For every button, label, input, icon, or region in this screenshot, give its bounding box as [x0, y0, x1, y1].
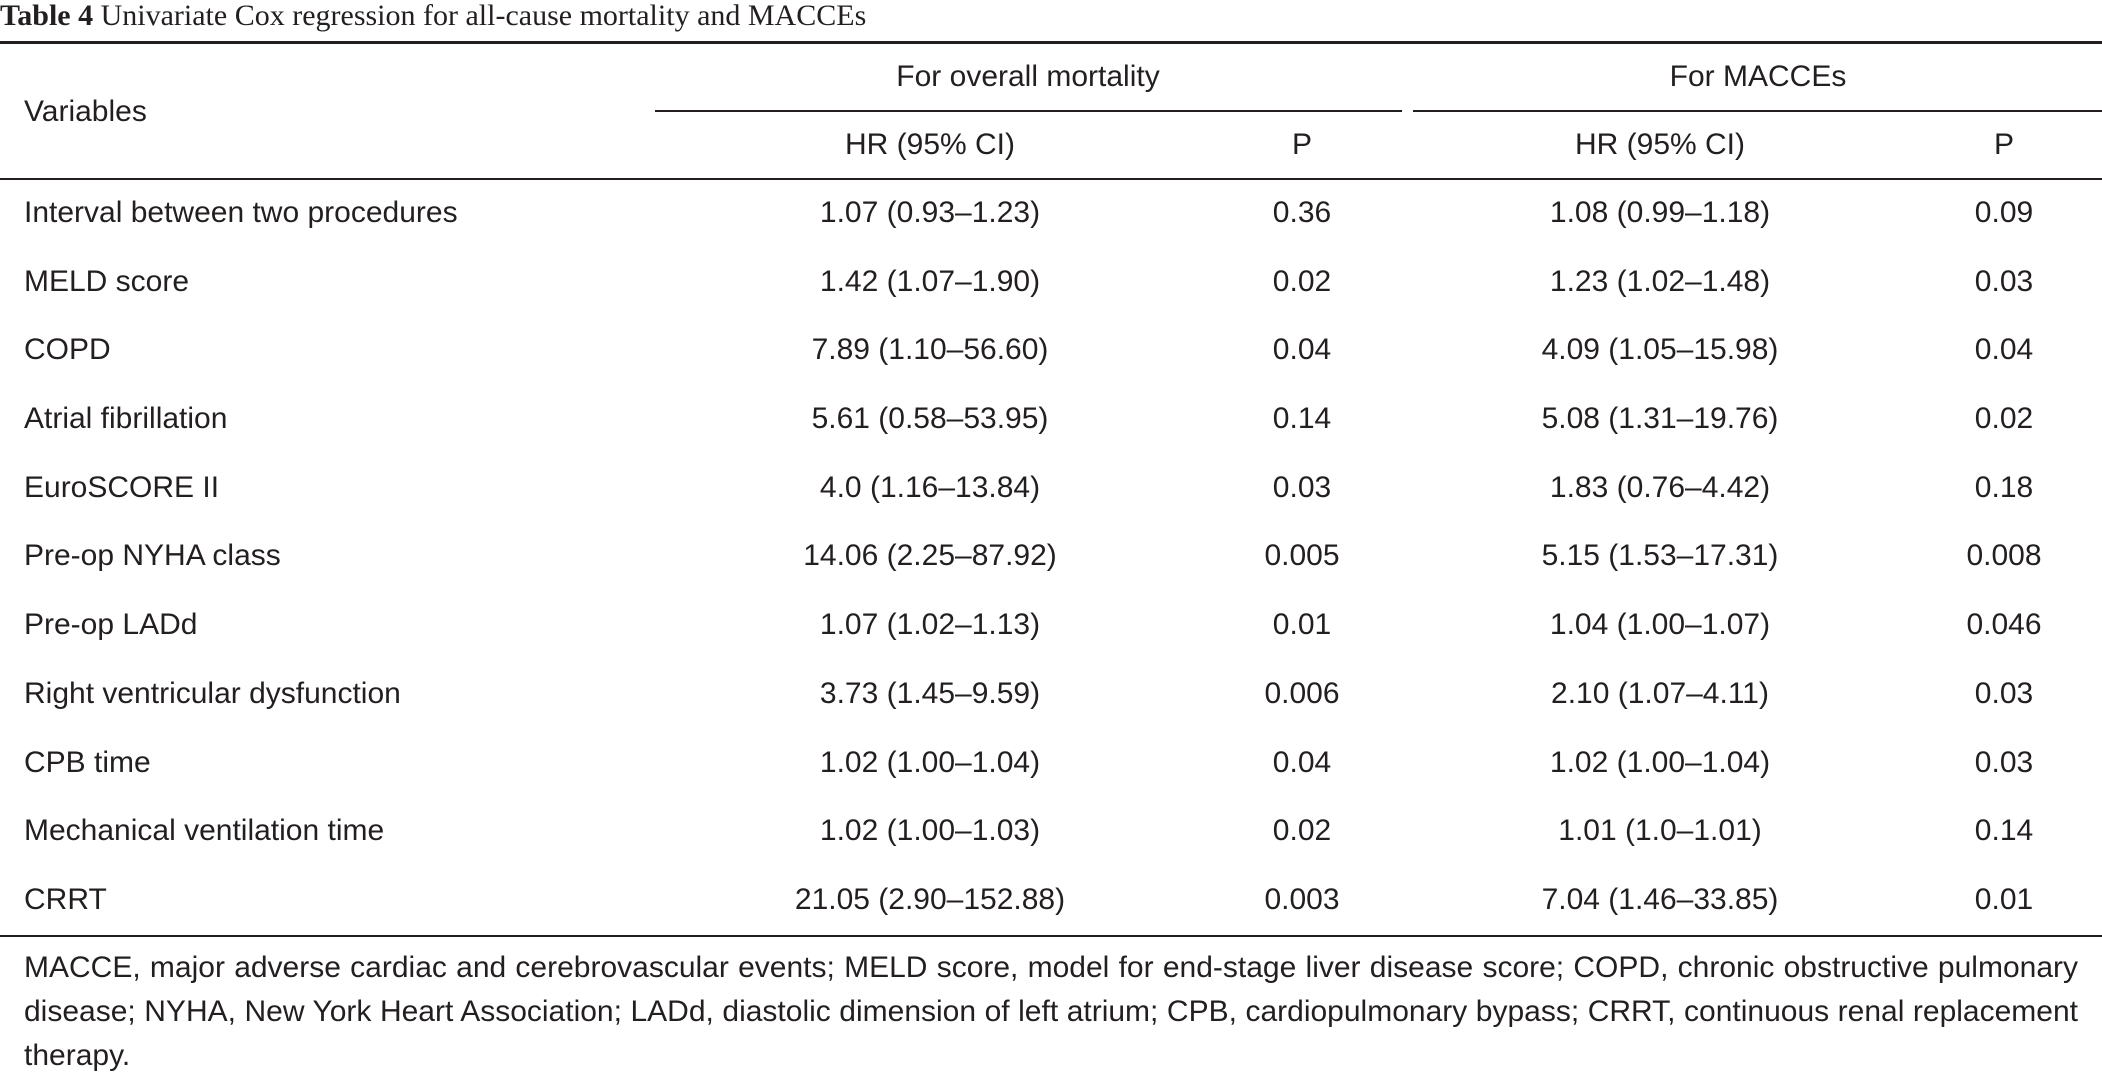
cell-variable: MELD score — [24, 264, 190, 298]
cell-hr-macces: 5.15 (1.53–17.31) — [1541, 539, 1779, 573]
cell-variable: COPD — [24, 333, 111, 367]
table-row: Atrial fibrillation 5.61 (0.58–53.95) 0.14… — [0, 401, 2102, 470]
table-label: Table 4 — [0, 0, 94, 32]
cell-p-mortality: 0.02 — [1272, 264, 1332, 298]
cell-p-macces: 0.04 — [1974, 333, 2034, 367]
cell-variable: Pre-op LADd — [24, 608, 198, 642]
cell-hr-mortality: 14.06 (2.25–87.92) — [803, 539, 1057, 573]
header-hr-macces: HR (95% CI) — [1574, 128, 1746, 161]
cell-variable: Mechanical ventilation time — [24, 814, 385, 848]
table-row: Interval between two procedures 1.07 (0.9… — [0, 195, 2102, 264]
header-p-mortality: P — [1291, 128, 1313, 161]
cell-p-mortality: 0.003 — [1264, 882, 1340, 916]
cell-p-macces: 0.01 — [1974, 882, 2034, 916]
cell-p-macces: 0.03 — [1974, 745, 2034, 779]
cell-variable: Interval between two procedures — [24, 196, 458, 229]
header-hr-mortality: HR (95% CI) — [844, 128, 1016, 161]
group-rule-mortality — [655, 110, 1402, 112]
table-title: Univariate Cox regression for all-cause … — [93, 0, 867, 32]
cell-variable: CRRT — [24, 882, 107, 916]
cell-hr-mortality: 1.42 (1.07–1.90) — [819, 264, 1041, 298]
table-row: Pre-op NYHA class 14.06 (2.25–87.92) 0.005… — [0, 538, 2102, 607]
cell-hr-macces: 1.02 (1.00–1.04) — [1549, 745, 1771, 779]
table-row: CPB time 1.02 (1.00–1.04) 0.04 1.02 (1.00–1… — [0, 745, 2102, 814]
cell-p-mortality: 0.005 — [1264, 539, 1340, 573]
cell-p-mortality: 0.006 — [1264, 676, 1340, 710]
cell-hr-mortality: 1.07 (1.02–1.13) — [819, 608, 1041, 642]
table-row: EuroSCORE II 4.0 (1.16–13.84) 0.03 1.83 (0.… — [0, 470, 2102, 539]
cell-p-mortality: 0.14 — [1272, 402, 1332, 436]
group-rule-macces — [1413, 110, 2102, 112]
cell-hr-mortality: 1.02 (1.00–1.04) — [819, 745, 1041, 779]
cell-p-macces: 0.008 — [1966, 539, 2042, 573]
table-caption: Table 4 Univariate Cox regression for al… — [0, 0, 866, 32]
cell-hr-mortality: 7.89 (1.10–56.60) — [811, 333, 1049, 367]
cell-p-mortality: 0.36 — [1272, 196, 1332, 229]
cell-hr-mortality: 3.73 (1.45–9.59) — [819, 676, 1041, 710]
cell-p-macces: 0.046 — [1966, 608, 2042, 642]
cell-p-mortality: 0.04 — [1272, 745, 1332, 779]
table-body: Interval between two procedures 1.07 (0.9… — [0, 195, 2102, 951]
table-row: MELD score 1.42 (1.07–1.90) 0.02 1.23 (1.02… — [0, 264, 2102, 333]
cell-hr-macces: 2.10 (1.07–4.11) — [1551, 676, 1769, 710]
table-row: COPD 7.89 (1.10–56.60) 0.04 4.09 (1.05–15.9… — [0, 332, 2102, 401]
bottom-rule — [0, 935, 2102, 937]
cell-hr-mortality: 21.05 (2.90–152.88) — [794, 882, 1066, 916]
cell-hr-macces: 1.23 (1.02–1.48) — [1549, 264, 1771, 298]
cell-hr-mortality: 1.07 (0.93–1.23) — [819, 196, 1041, 229]
cell-p-macces: 0.14 — [1974, 814, 2034, 848]
cell-hr-mortality: 4.0 (1.16–13.84) — [819, 470, 1041, 504]
header-p-macces: P — [1993, 128, 2015, 161]
cell-p-macces: 0.02 — [1974, 402, 2034, 436]
cell-hr-macces: 4.09 (1.05–15.98) — [1541, 333, 1779, 367]
cell-p-macces: 0.03 — [1974, 676, 2034, 710]
cell-hr-macces: 1.83 (0.76–4.42) — [1549, 470, 1771, 504]
cell-hr-macces: 1.08 (0.99–1.18) — [1549, 196, 1771, 229]
cell-p-mortality: 0.04 — [1272, 333, 1332, 367]
header-rule — [0, 178, 2102, 180]
table-row: Mechanical ventilation time 1.02 (1.00–1.… — [0, 813, 2102, 882]
table-footnote: MACCE, major adverse cardiac and cerebro… — [24, 951, 2078, 1072]
cell-p-mortality: 0.01 — [1272, 608, 1332, 642]
table-row: CRRT 21.05 (2.90–152.88) 0.003 7.04 (1.46–3… — [0, 882, 2102, 951]
cell-hr-macces: 7.04 (1.46–33.85) — [1541, 882, 1779, 916]
cell-p-macces: 0.03 — [1974, 264, 2034, 298]
cell-p-mortality: 0.03 — [1272, 470, 1332, 504]
table-row: Pre-op LADd 1.07 (1.02–1.13) 0.01 1.04 (1.0… — [0, 607, 2102, 676]
cell-p-macces: 0.18 — [1974, 470, 2034, 504]
cell-hr-macces: 1.01 (1.0–1.01) — [1558, 814, 1762, 848]
header-variables: Variables — [24, 95, 147, 128]
cell-hr-mortality: 1.02 (1.00–1.03) — [819, 814, 1041, 848]
cell-variable: Pre-op NYHA class — [24, 539, 281, 573]
cell-variable: EuroSCORE II — [24, 470, 220, 504]
cell-variable: Right ventricular dysfunction — [24, 676, 401, 710]
header-group-overall-mortality: For overall mortality — [896, 60, 1160, 93]
cell-hr-macces: 1.04 (1.00–1.07) — [1549, 608, 1771, 642]
cell-p-mortality: 0.02 — [1272, 814, 1332, 848]
cell-variable: Atrial fibrillation — [24, 402, 228, 436]
cell-hr-mortality: 5.61 (0.58–53.95) — [811, 402, 1049, 436]
cell-p-macces: 0.09 — [1974, 196, 2034, 229]
cell-hr-macces: 5.08 (1.31–19.76) — [1541, 402, 1779, 436]
top-rule — [0, 41, 2102, 44]
table-row: Right ventricular dysfunction 3.73 (1.45–… — [0, 676, 2102, 745]
header-group-macces: For MACCEs — [1669, 60, 1847, 93]
cell-variable: CPB time — [24, 745, 151, 779]
